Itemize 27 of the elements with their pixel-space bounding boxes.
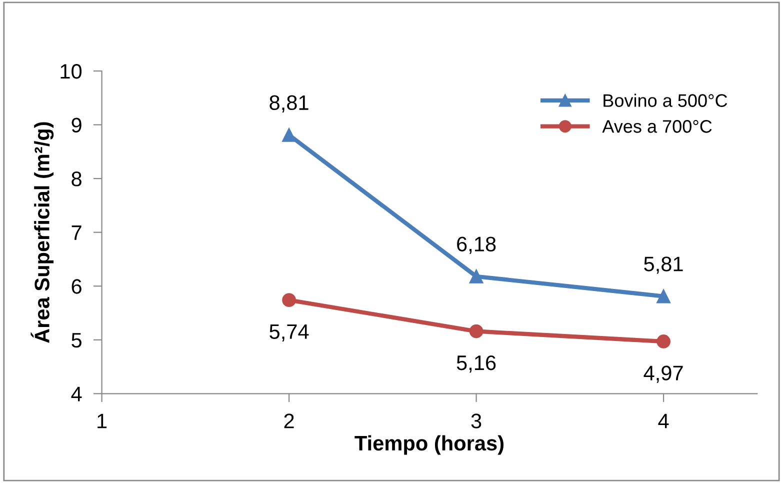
y-tick-label: 6 [72,279,82,294]
data-label: 6,18 [457,236,496,254]
y-tick-label: 9 [72,118,82,133]
data-label: 8,81 [270,95,308,112]
point [656,334,670,348]
y-tick-label: 7 [72,226,82,240]
point [282,293,296,308]
y-tick-label: 8 [72,172,82,186]
data-label: 4,97 [644,366,683,383]
data-label: 5,16 [456,355,496,373]
y-tick-label: 5 [72,333,82,348]
y-tick-label: 4 [71,386,82,402]
point [282,128,296,142]
point [469,324,484,338]
x-axis-title: Tiempo (horas) [354,435,504,455]
data-label: 5,81 [644,256,683,274]
data-label: 5,74 [270,324,309,342]
x-tick-label: 3 [471,414,482,428]
x-tick-label: 1 [98,414,107,428]
legend-label: Aves a 700°C [602,120,712,133]
x-tick-label: 4 [658,414,669,428]
legend-label: Bovino a 500°C [604,94,728,107]
y-axis-title: Área Superficial (m²/g) [30,122,54,343]
point [656,289,670,304]
x-tick-label: 2 [284,414,294,428]
y-tick-label: 10 [60,64,82,79]
point [469,269,484,284]
